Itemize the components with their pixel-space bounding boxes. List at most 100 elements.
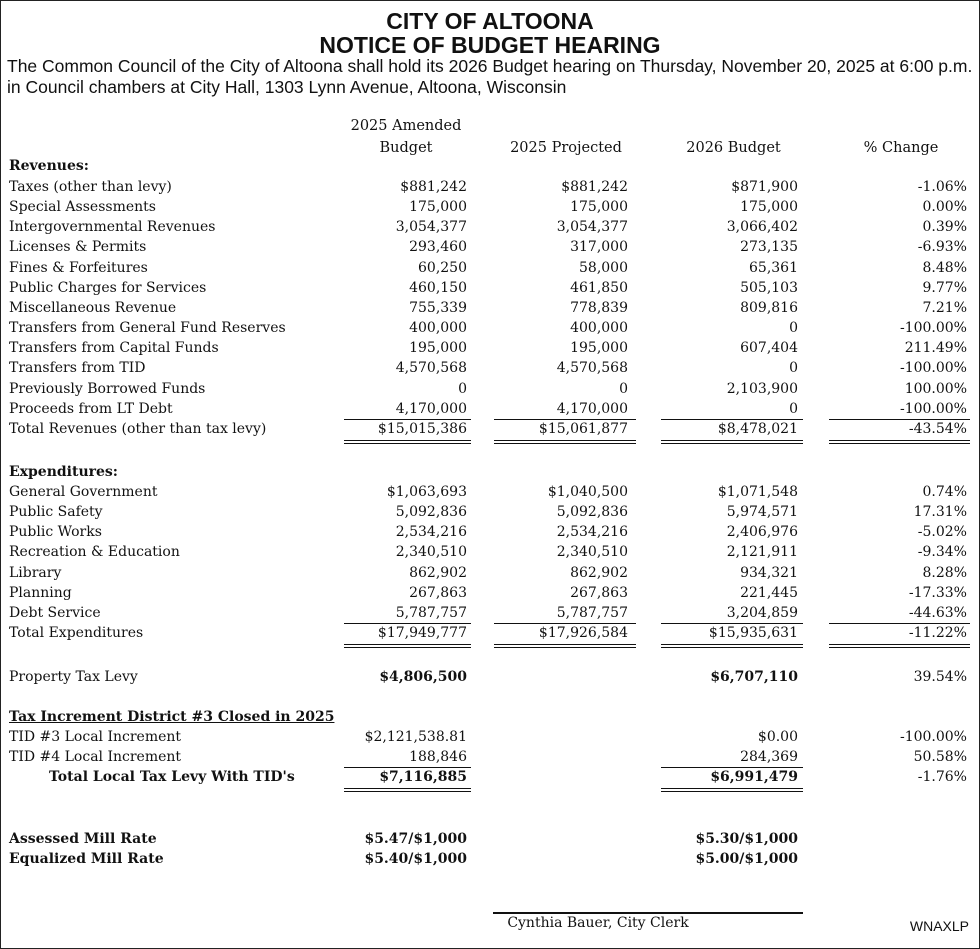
double-underline [661, 788, 803, 792]
row-label: Fines & Forfeitures [9, 259, 148, 276]
cell-projected-2025: 5,787,757 [556, 604, 628, 621]
cell-budget-2026: 505,103 [740, 279, 798, 296]
revenue-row: Transfers from TID 4,570,568 4,570,568 0 -10… [1, 358, 979, 378]
row-label: Special Assessments [9, 199, 156, 216]
cell-projected-2025: 4,170,000 [556, 400, 628, 417]
cell-pct-change: -11.22% [908, 625, 967, 641]
intro-text: The Common Council of the City of Altoon… [7, 56, 973, 97]
revenue-row: Taxes (other than levy) $881,242 $881,242 $… [1, 177, 979, 197]
cell-budget-2025-amended: $15,015,386 [377, 421, 467, 437]
revenue-row: Transfers from General Fund Reserves 400,… [1, 318, 979, 338]
cell-budget-2026: 175,000 [740, 199, 798, 216]
cell-budget-2025-amended: 175,000 [409, 199, 467, 216]
cell-budget-2025-amended: 460,150 [409, 279, 467, 296]
cell-budget-2025-amended: $5.40/$1,000 [364, 851, 467, 868]
section-heading: Revenues: [1, 156, 979, 176]
expenditure-row: Planning 267,863 267,863 221,445 -17.33% [1, 583, 979, 603]
cell-budget-2026: $8,478,021 [717, 421, 798, 437]
cell-projected-2025: 2,534,216 [556, 524, 628, 541]
row-label: Recreation & Education [9, 544, 180, 561]
row-label: TID #3 Local Increment [9, 729, 182, 745]
revenue-row: Miscellaneous Revenue 755,339 778,839 809,8… [1, 298, 979, 318]
cell-budget-2025-amended: 4,170,000 [395, 400, 467, 417]
cell-pct-change: -1.76% [917, 769, 967, 785]
revenue-row: Licenses & Permits 293,460 317,000 273,135 -… [1, 237, 979, 257]
row-label: Transfers from General Fund Reserves [9, 320, 286, 337]
revenue-total-row: Total Revenues (other than tax levy) $15,… [1, 419, 979, 439]
publication-code: WNAXLP [909, 918, 969, 934]
cell-projected-2025: 778,839 [570, 299, 628, 316]
cell-budget-2025-amended: 755,339 [409, 299, 467, 316]
section-heading: Expenditures: [1, 462, 979, 482]
cell-budget-2026: 65,361 [749, 259, 798, 276]
cell-budget-2025-amended: $4,806,500 [379, 669, 467, 685]
tid-row: TID #3 Local Increment $2,121,538.81 $0.00… [1, 727, 979, 747]
double-underline [494, 440, 636, 444]
expenditures-heading: Expenditures: [9, 464, 118, 480]
cell-pct-change: 0.00% [922, 199, 967, 216]
cell-budget-2025-amended: $7,116,885 [379, 769, 467, 785]
cell-pct-change: -1.06% [917, 179, 967, 195]
cell-budget-2025-amended: 188,846 [409, 749, 467, 766]
underline [829, 623, 970, 624]
cell-projected-2025: 195,000 [570, 340, 628, 357]
cell-projected-2025: 0 [619, 380, 628, 397]
cell-pct-change: 7.21% [922, 299, 967, 316]
cell-budget-2026: 809,816 [740, 299, 798, 316]
double-underline [829, 440, 970, 444]
cell-pct-change: 39.54% [913, 669, 967, 685]
row-label: Transfers from Capital Funds [9, 340, 219, 357]
revenue-row: Intergovernmental Revenues 3,054,377 3,054… [1, 217, 979, 237]
underline [661, 623, 803, 624]
cell-budget-2026: 284,369 [740, 749, 798, 766]
row-label: TID #4 Local Increment [9, 749, 182, 766]
col-header-2025-projected: 2025 Projected [510, 140, 622, 156]
row-label: Debt Service [9, 604, 101, 621]
cell-budget-2026: 3,204,859 [726, 604, 798, 621]
cell-budget-2025-amended: 5,092,836 [395, 504, 467, 521]
cell-projected-2025: 862,902 [570, 564, 628, 581]
expenditure-row: Recreation & Education 2,340,510 2,340,510… [1, 542, 979, 562]
revenue-row: Fines & Forfeitures 60,250 58,000 65,361 8.4… [1, 258, 979, 278]
cell-budget-2026: $5.30/$1,000 [695, 831, 798, 847]
cell-pct-change: -43.54% [908, 421, 967, 437]
cell-projected-2025: 267,863 [570, 584, 628, 601]
double-underline [344, 788, 471, 792]
row-label: Equalized Mill Rate [9, 851, 164, 868]
underline [494, 419, 636, 420]
col-header-2026-budget: 2026 Budget [686, 140, 781, 156]
row-label: Property Tax Levy [9, 669, 138, 685]
double-underline [344, 644, 471, 648]
cell-pct-change: -6.93% [917, 239, 967, 256]
cell-budget-2025-amended: $17,949,777 [377, 625, 467, 641]
cell-pct-change: -17.33% [908, 584, 967, 601]
cell-budget-2026: $6,991,479 [710, 769, 798, 785]
tid-row: TID #4 Local Increment 188,846 284,369 50.5… [1, 747, 979, 767]
cell-budget-2026: $1,071,548 [717, 484, 798, 500]
cell-projected-2025: 317,000 [570, 239, 628, 256]
cell-budget-2025-amended: 195,000 [409, 340, 467, 357]
cell-budget-2026: 2,406,976 [726, 524, 798, 541]
row-label: Total Revenues (other than tax levy) [9, 421, 267, 437]
cell-pct-change: -100.00% [899, 360, 967, 377]
cell-budget-2026: 3,066,402 [726, 219, 798, 236]
row-label: Total Expenditures [9, 625, 144, 641]
row-label: General Government [9, 484, 158, 500]
cell-budget-2025-amended: 3,054,377 [395, 219, 467, 236]
expenditure-row: Library 862,902 862,902 934,321 8.28% [1, 563, 979, 583]
cell-budget-2025-amended: $881,242 [400, 179, 467, 195]
property-tax-levy-row: Property Tax Levy $4,806,500 $6,707,110 39.… [1, 667, 979, 687]
double-underline [344, 440, 471, 444]
cell-budget-2026: $15,935,631 [708, 625, 798, 641]
cell-budget-2026: $5.00/$1,000 [695, 851, 798, 868]
underline [494, 623, 636, 624]
double-underline [829, 644, 970, 648]
cell-pct-change: 8.28% [922, 564, 967, 581]
underline [661, 767, 803, 768]
cell-projected-2025: $17,926,584 [538, 625, 628, 641]
cell-budget-2025-amended: 862,902 [409, 564, 467, 581]
expenditure-total-row: Total Expenditures $17,949,777 $17,926,584… [1, 623, 979, 643]
cell-pct-change: 8.48% [922, 259, 967, 276]
row-label: Previously Borrowed Funds [9, 380, 206, 397]
row-label: Miscellaneous Revenue [9, 299, 177, 316]
